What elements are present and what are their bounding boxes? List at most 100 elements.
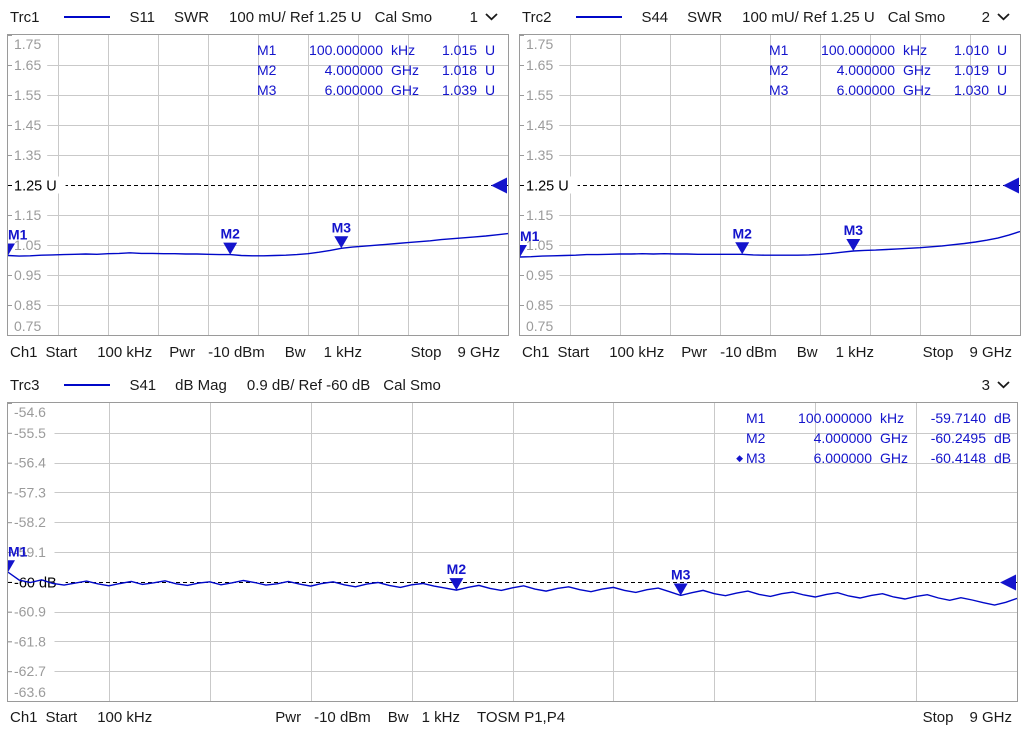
start-value[interactable]: 100 kHz [97, 343, 153, 361]
trace-format[interactable]: dB Mag [175, 376, 227, 394]
marker-readout-row-m2[interactable]: M2 4.000000 GHz 1.018 U [241, 60, 505, 80]
label-backing [12, 58, 48, 73]
marker-readout-row-m1[interactable]: M1 100.000000 kHz 1.015 U [241, 40, 505, 60]
trace-scale[interactable]: 0.9 dB/ Ref -60 dB [246, 376, 371, 394]
trace-header-3: Trc3 S41 dB Mag 0.9 dB/ Ref -60 dB Cal S… [0, 368, 1024, 402]
y-axis-label: 0.85 [14, 297, 41, 313]
label-backing [524, 268, 560, 283]
marker-readout-1: M1 100.000000 kHz 1.015 U M2 4.000000 GHz 1.018 U… [241, 40, 505, 100]
chevron-down-icon [997, 13, 1010, 21]
trace-curve[interactable] [520, 230, 1020, 258]
marker-name: M3 [746, 450, 766, 466]
start-value[interactable]: 100 kHz [609, 343, 665, 361]
trace-format[interactable]: SWR [174, 8, 210, 26]
marker-response-unit: U [997, 62, 1008, 78]
trace-cal-state: Cal Smo [383, 376, 441, 394]
marker-stimulus: 100.000000 [798, 410, 872, 426]
stop-value[interactable]: 9 GHz [969, 343, 1012, 361]
marker-triangle-m1[interactable] [8, 560, 15, 573]
power-value[interactable]: -10 dBm [314, 708, 371, 726]
plot-area-1: 1.75 1.65 1.55 1.45 1.35 1.15 1.05 0.95 0.85 0.75… [7, 34, 509, 336]
marker-response: -59.7140 [930, 410, 986, 426]
marker-name: M2 [769, 62, 789, 78]
y-axis-label: 1.75 [14, 36, 41, 52]
trace-format[interactable]: SWR [687, 8, 723, 26]
marker-stimulus: 4.000000 [324, 62, 383, 78]
marker-readout-row-m1[interactable]: M1 100.000000 kHz 1.010 U [753, 40, 1017, 60]
window-menu[interactable]: 3 [982, 377, 1010, 394]
label-backing [524, 238, 560, 253]
bandwidth-value[interactable]: 1 kHz [835, 343, 874, 361]
y-axis-label: 1.45 [526, 117, 553, 133]
bandwidth-label: Bw [796, 343, 818, 361]
trace-parameter[interactable]: S44 [641, 8, 669, 26]
marker-readout-row-m1[interactable]: M1 100.000000 kHz -59.7140 dB [730, 408, 1014, 428]
y-axis-label: 1.55 [526, 87, 553, 103]
stop-value[interactable]: 9 GHz [969, 708, 1012, 726]
marker-stimulus-unit: GHz [903, 62, 931, 78]
marker-label-m3: M3 [671, 567, 691, 583]
power-value[interactable]: -10 dBm [720, 343, 777, 361]
window-menu[interactable]: 2 [982, 9, 1010, 26]
trace-curve[interactable] [8, 571, 1017, 606]
trace-scale[interactable]: 100 mU/ Ref 1.25 U [229, 8, 362, 26]
channel-footer-1: Ch1 Start 100 kHz Pwr -10 dBm Bw 1 kHz S… [0, 336, 512, 368]
marker-response: 1.010 [953, 42, 989, 58]
y-axis-label: -57.3 [14, 484, 46, 500]
marker-triangle-m2[interactable] [223, 242, 238, 255]
label-backing [12, 88, 48, 103]
marker-triangle-m3[interactable] [334, 236, 349, 249]
stop-value[interactable]: 9 GHz [457, 343, 500, 361]
marker-triangle-m1[interactable] [8, 243, 15, 256]
reference-level-arrow-icon[interactable] [1000, 574, 1016, 591]
marker-label-m2: M2 [732, 225, 752, 241]
chevron-down-icon [997, 381, 1010, 389]
bandwidth-value[interactable]: 1 kHz [323, 343, 362, 361]
trace-name[interactable]: Trc3 [10, 376, 40, 394]
reference-level-arrow-icon[interactable] [491, 177, 507, 194]
trace-name[interactable]: Trc2 [522, 8, 552, 26]
marker-label-m2: M2 [220, 226, 240, 242]
marker-response: -60.2495 [930, 430, 986, 446]
label-backing [524, 298, 560, 313]
label-backing [524, 118, 560, 133]
marker-readout-row-m3[interactable]: M3 6.000000 GHz 1.030 U [753, 80, 1017, 100]
power-value[interactable]: -10 dBm [208, 343, 265, 361]
channel-label: Ch1 [10, 708, 38, 726]
marker-name: M1 [257, 42, 277, 58]
marker-triangle-m1[interactable] [520, 245, 527, 257]
bandwidth-value[interactable]: 1 kHz [421, 708, 460, 726]
label-backing [12, 685, 55, 700]
label-backing [12, 573, 66, 591]
start-value[interactable]: 100 kHz [97, 708, 153, 726]
reference-level-arrow-icon[interactable] [1003, 177, 1019, 194]
window-menu[interactable]: 1 [470, 9, 498, 26]
marker-triangle-m3[interactable] [673, 583, 688, 596]
trace-scale[interactable]: 100 mU/ Ref 1.25 U [742, 8, 875, 26]
active-marker-icon [753, 60, 766, 80]
marker-readout-row-m2[interactable]: M2 4.000000 GHz 1.019 U [753, 60, 1017, 80]
reference-level-label: -60 dB [14, 576, 57, 592]
marker-readout-row-m3[interactable]: M3 6.000000 GHz 1.039 U [241, 80, 505, 100]
reference-level-label: 1.25 U [14, 179, 57, 195]
label-backing [12, 425, 55, 441]
marker-triangle-m3[interactable] [846, 239, 861, 251]
trace-name[interactable]: Trc1 [10, 8, 40, 26]
marker-triangle-m2[interactable] [735, 242, 750, 255]
marker-readout-row-m2[interactable]: M2 4.000000 GHz -60.2495 dB [730, 428, 1014, 448]
marker-triangle-m2[interactable] [449, 578, 464, 591]
marker-stimulus-unit: GHz [391, 82, 419, 98]
y-axis-label: 0.95 [526, 267, 553, 283]
channel-footer-2: Ch1 Start 100 kHz Pwr -10 dBm Bw 1 kHz S… [512, 336, 1024, 368]
y-axis-label: -58.2 [14, 514, 46, 530]
label-backing [12, 545, 55, 560]
marker-stimulus-unit: GHz [880, 430, 908, 446]
start-label: Start [45, 708, 78, 726]
diagram-window-2: Trc2 S44 SWR 100 mU/ Ref 1.25 U Cal Smo … [512, 0, 1024, 368]
label-backing [524, 58, 560, 73]
plot-svg-2: 1.75 1.65 1.55 1.45 1.35 1.15 1.05 0.95 0.85 0.75… [520, 35, 1020, 335]
trace-parameter[interactable]: S41 [129, 376, 157, 394]
marker-readout-row-m3[interactable]: ◆ M3 6.000000 GHz -60.4148 dB [730, 448, 1014, 468]
trace-parameter[interactable]: S11 [129, 8, 156, 26]
trace-curve[interactable] [8, 232, 508, 257]
